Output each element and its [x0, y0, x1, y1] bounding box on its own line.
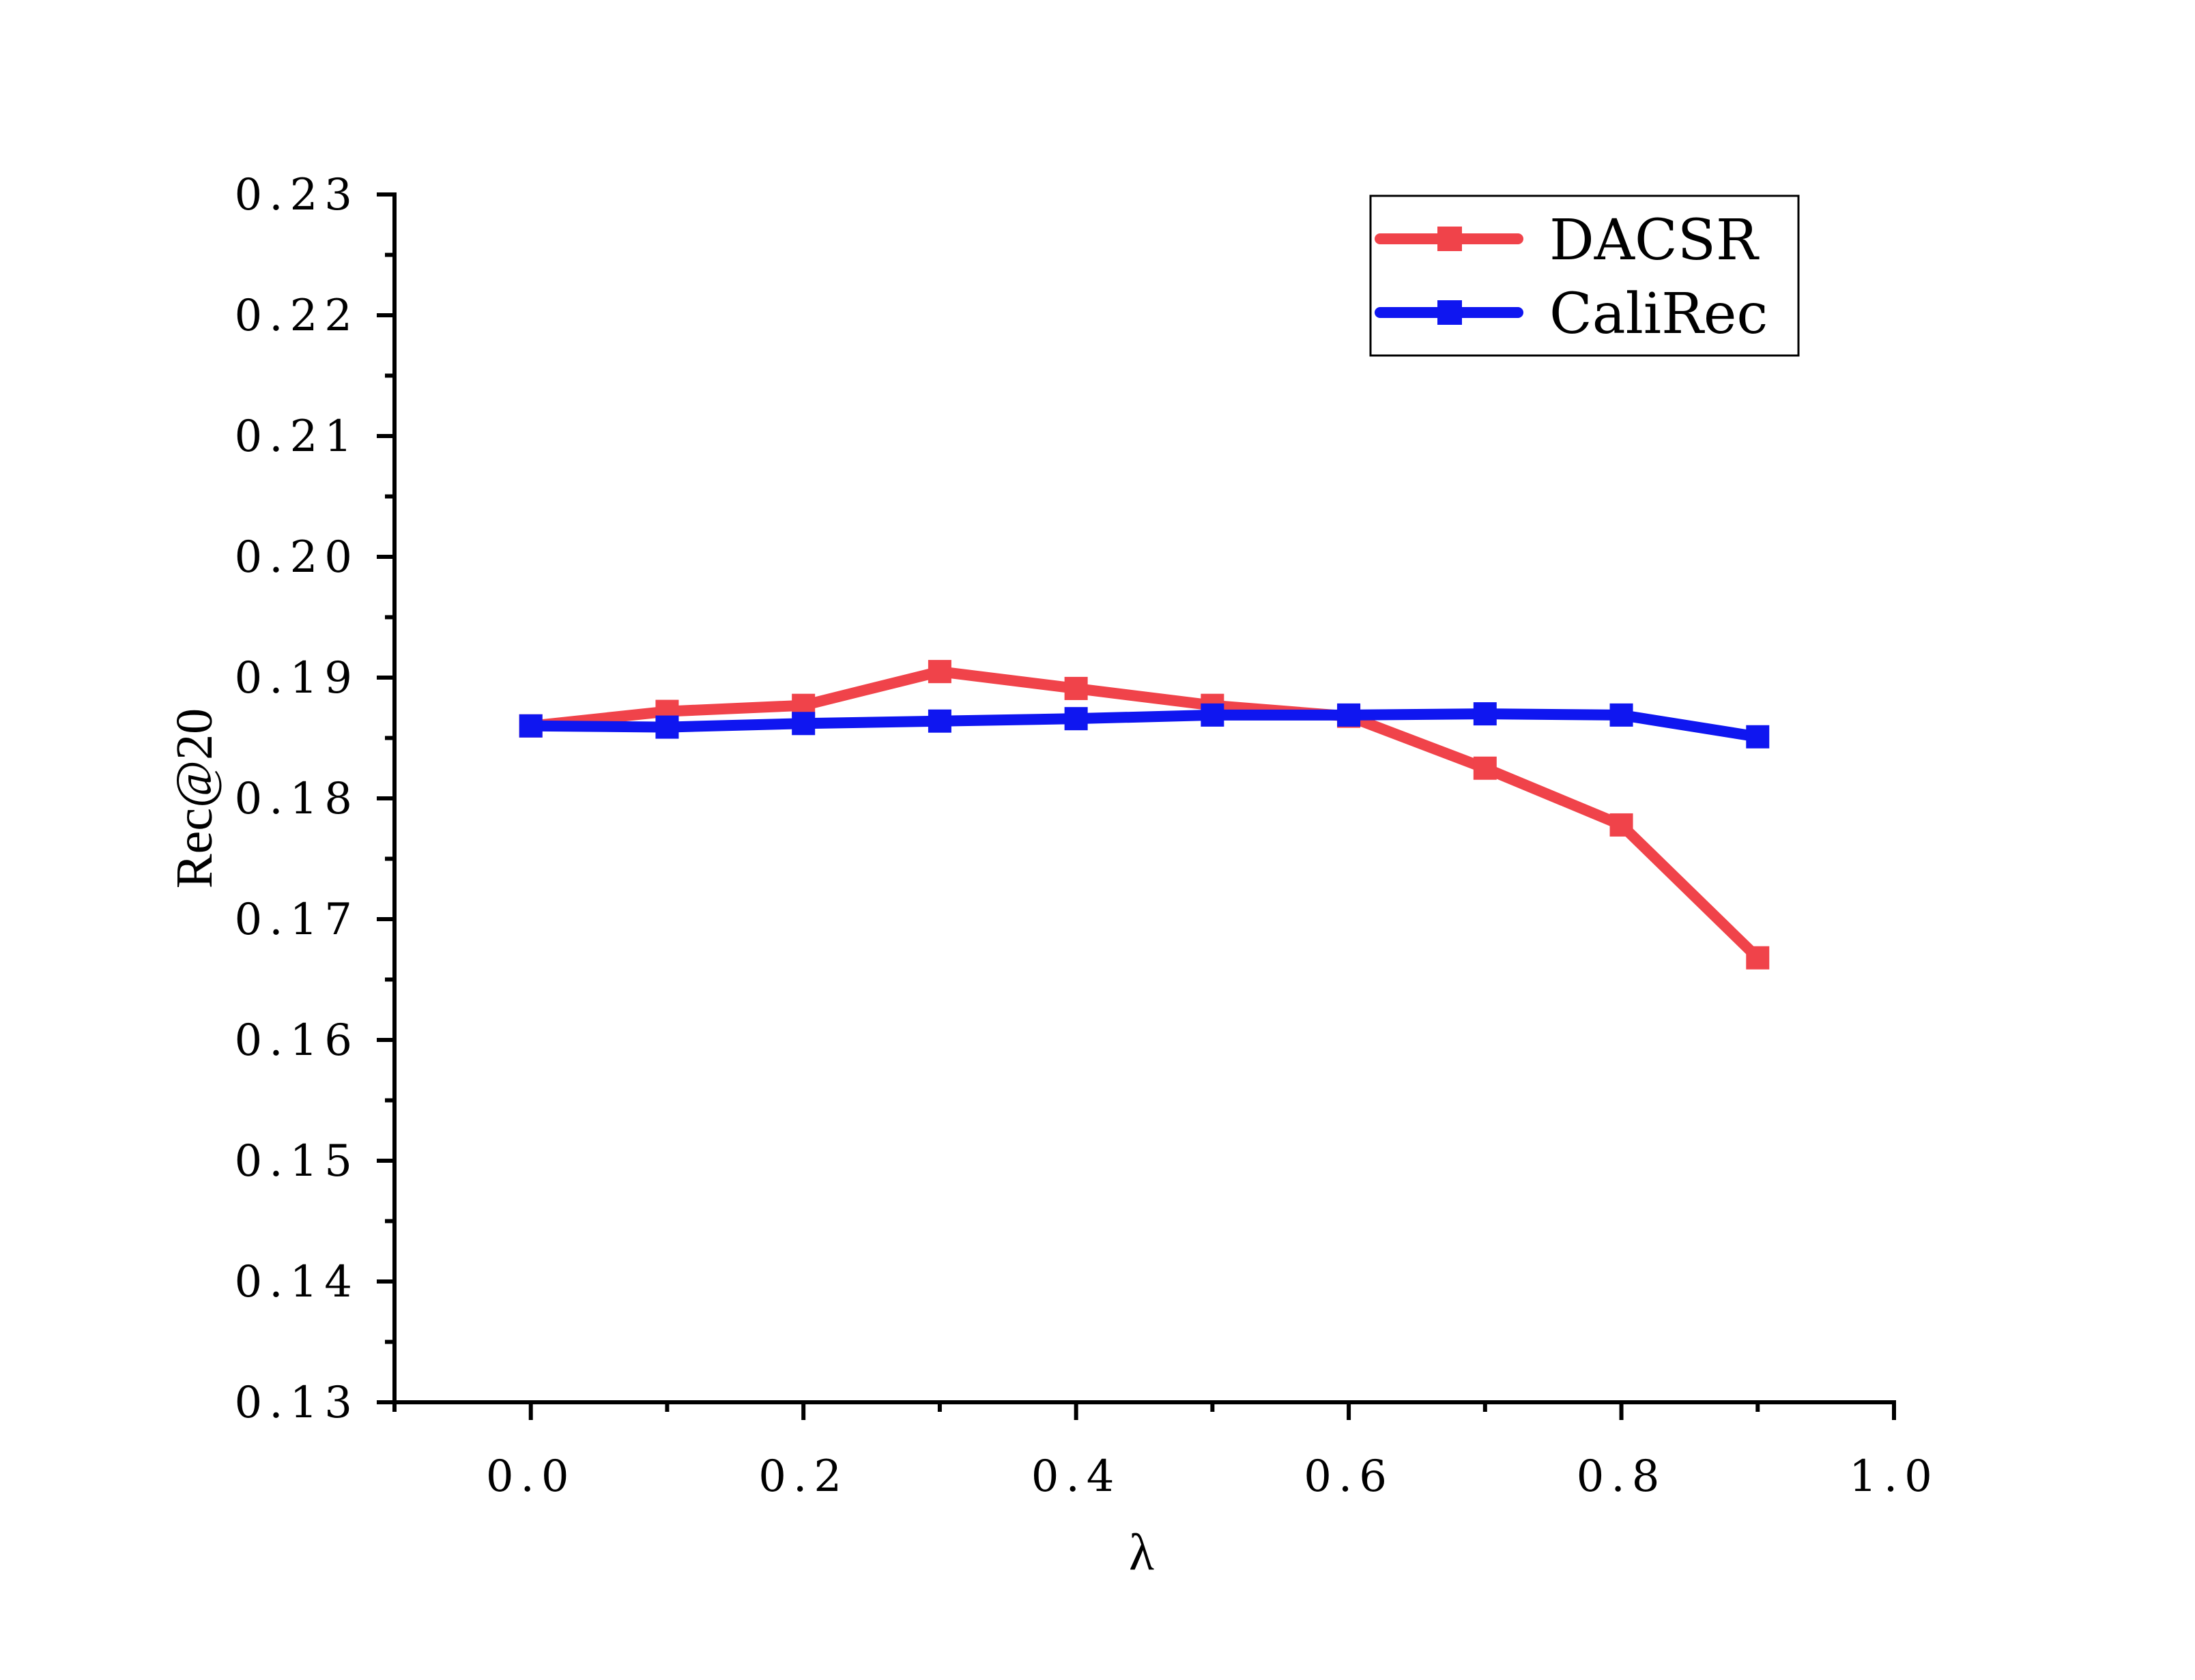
data-point: [1609, 703, 1633, 727]
data-point: [1201, 703, 1224, 727]
series-line: [530, 708, 1759, 742]
x-tick-label: 0.8: [1577, 1451, 1667, 1502]
axes: 0.13 0.14 0.15 0.16 0.17 0.18 0.19 0.20 0.21 0.22…: [166, 170, 1939, 1581]
y-tick-label: 0.19: [235, 653, 360, 704]
data-point: [655, 715, 679, 739]
x-tick-label: 0.4: [1031, 1451, 1121, 1502]
data-point: [1746, 725, 1770, 749]
data-point: [928, 709, 951, 733]
x-tick-label: 0.6: [1304, 1451, 1394, 1502]
x-tick-label: 0.0: [486, 1451, 576, 1502]
legend: DACSR CaliRec: [1369, 194, 1800, 357]
legend-label: CaliRec: [1549, 282, 1768, 347]
data-point: [1473, 756, 1497, 780]
series-layer: [519, 660, 1770, 970]
legend-swatch-marker: [1437, 300, 1462, 325]
legend-box: [1369, 194, 1800, 357]
y-tick-label: 0.15: [235, 1136, 360, 1187]
series-line: [530, 666, 1762, 962]
y-tick-label: 0.16: [235, 1015, 360, 1066]
data-point: [792, 712, 816, 736]
data-point: [1746, 946, 1770, 970]
data-point: [928, 660, 951, 684]
y-tick-label: 0.21: [235, 411, 360, 462]
legend-label: DACSR: [1549, 208, 1760, 273]
x-tick-label: 1.0: [1849, 1451, 1939, 1502]
y-tick-label: 0.18: [235, 774, 360, 824]
data-point: [519, 714, 543, 738]
y-tick-label: 0.13: [235, 1378, 360, 1428]
series-dacsr: [519, 660, 1770, 970]
data-point: [1064, 707, 1088, 731]
data-point: [1064, 676, 1088, 700]
x-tick-label: 0.2: [758, 1451, 848, 1502]
series-calirec: [519, 702, 1770, 749]
legend-swatch-marker: [1437, 227, 1462, 251]
data-point: [1609, 813, 1633, 837]
y-tick-label: 0.22: [235, 291, 360, 341]
y-tick-label: 0.14: [235, 1257, 360, 1307]
y-tick-label: 0.20: [235, 532, 360, 583]
data-point: [1473, 702, 1497, 726]
y-axis-title: Rec@20: [166, 708, 223, 888]
y-tick-label: 0.23: [235, 170, 360, 220]
data-point: [1337, 703, 1361, 727]
x-axis-title: λ: [1129, 1524, 1154, 1581]
y-tick-label: 0.17: [235, 895, 360, 945]
